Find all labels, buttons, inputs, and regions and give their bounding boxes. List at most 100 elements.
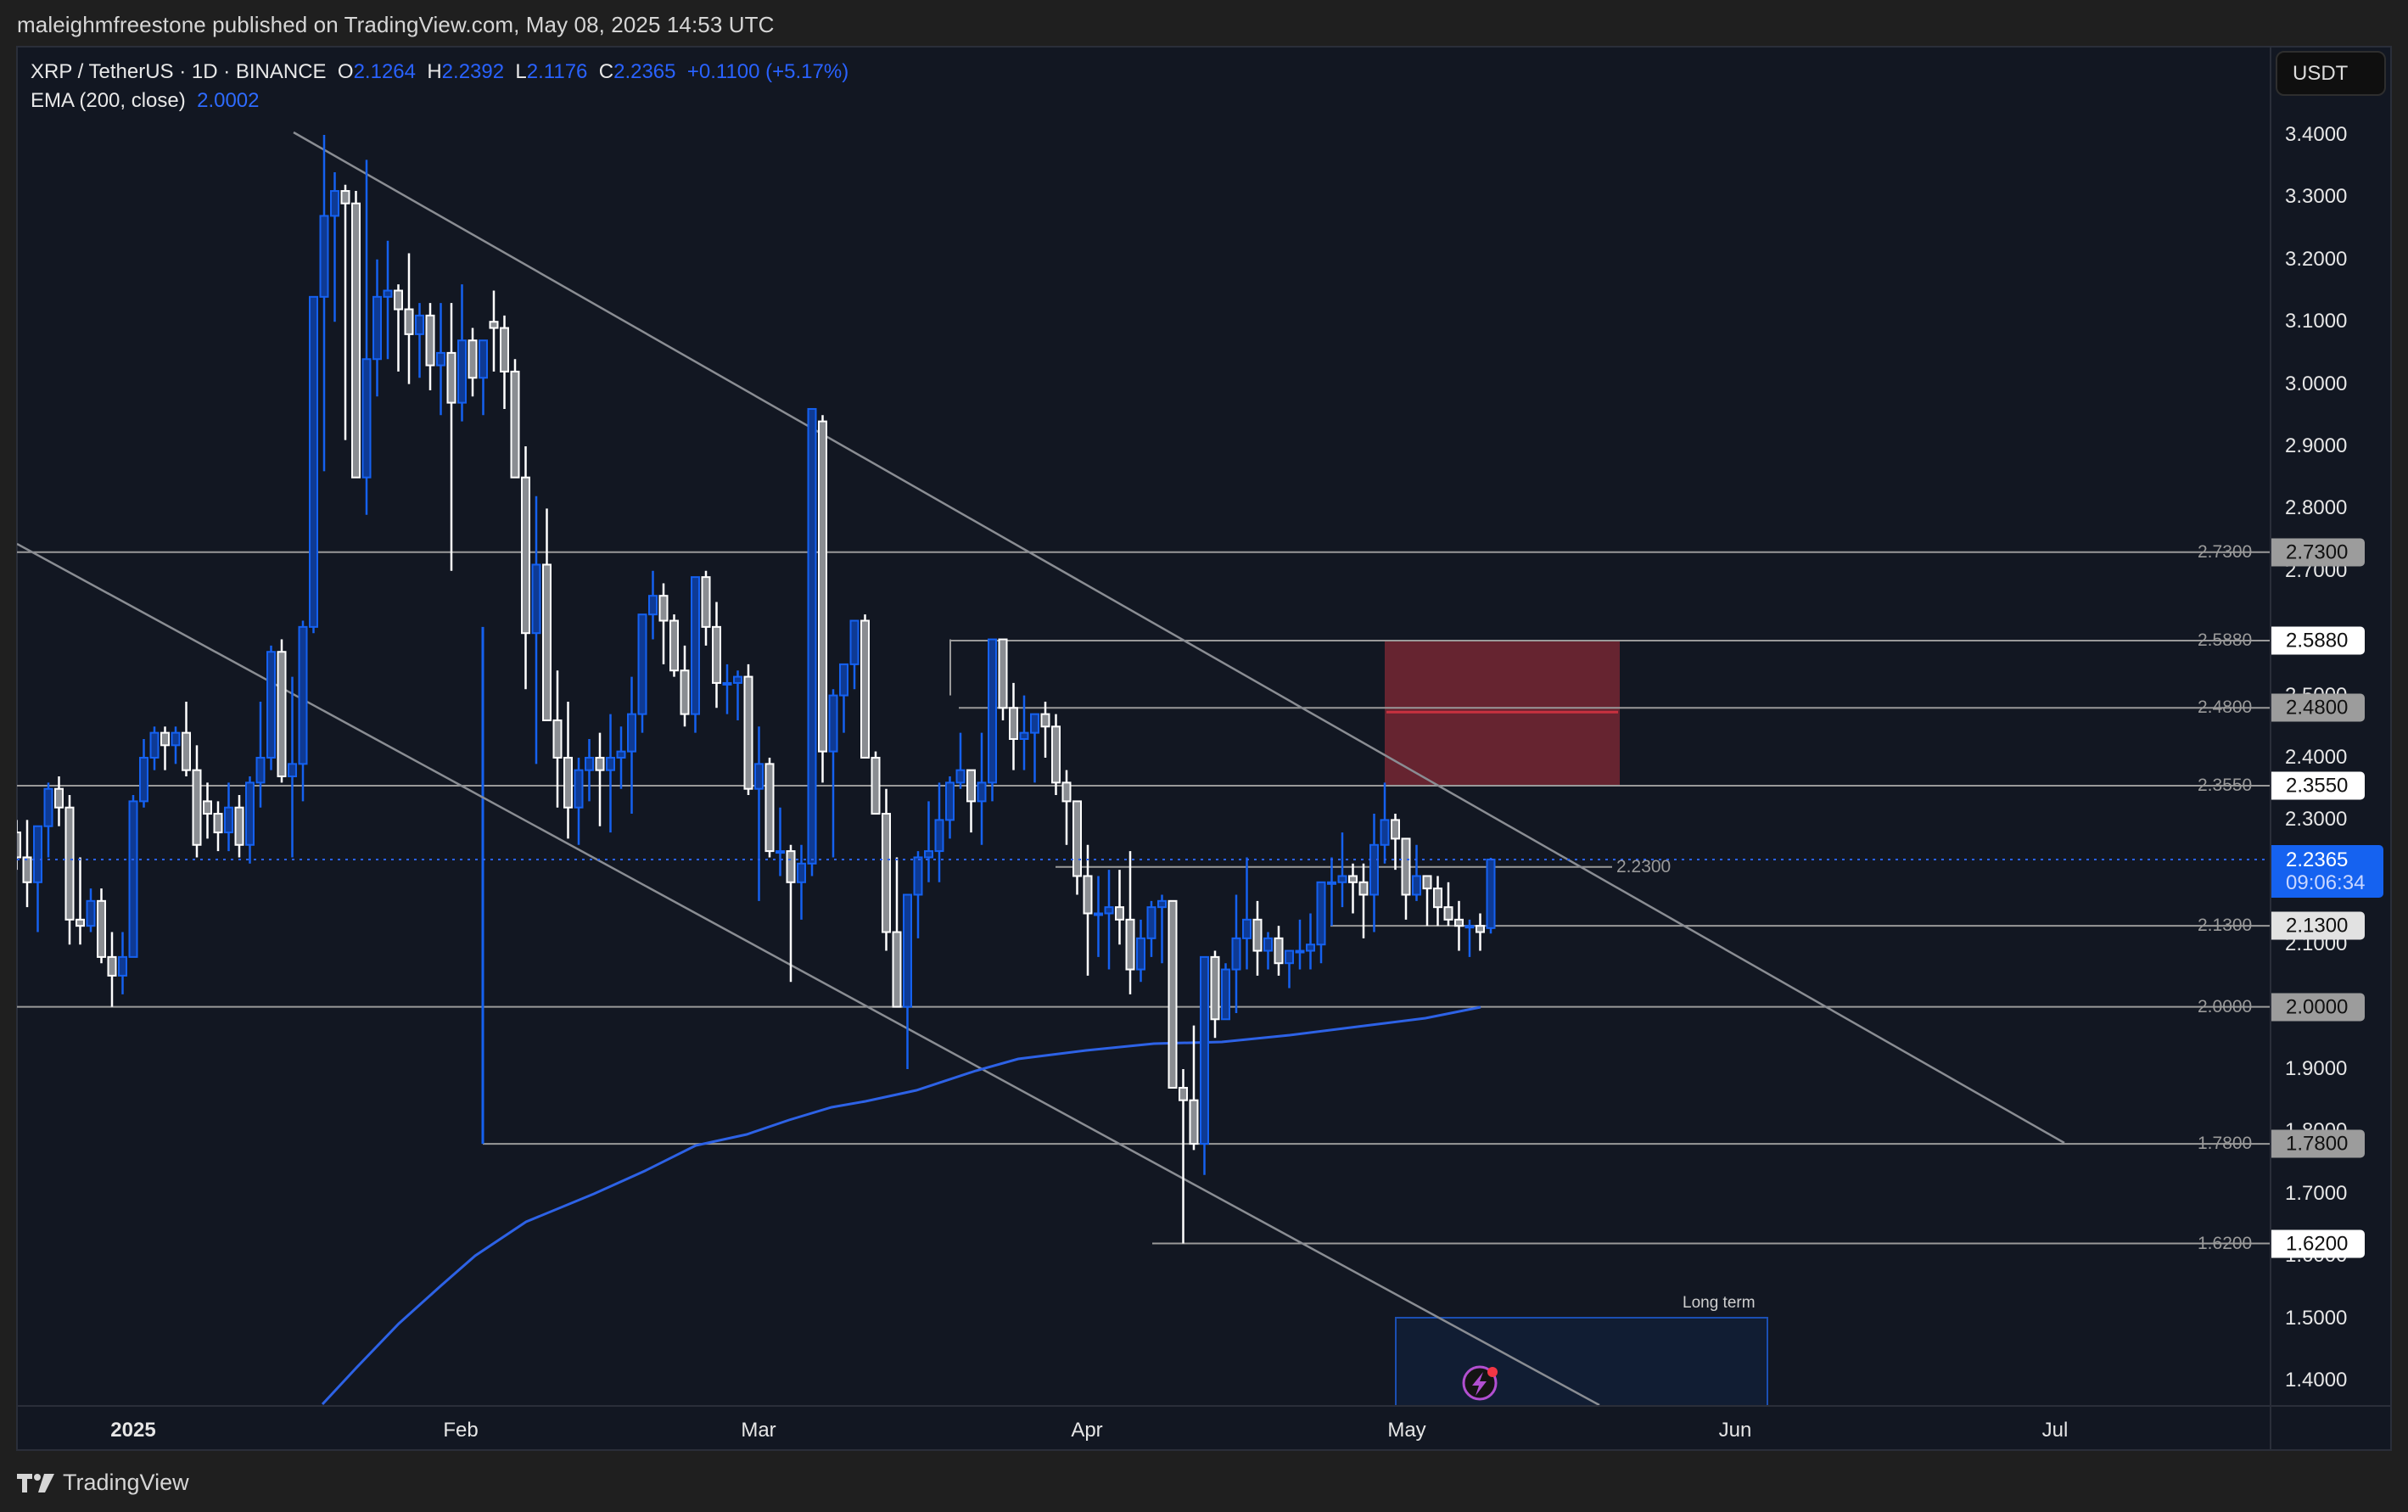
candle-up <box>627 713 636 753</box>
candle-down <box>966 769 976 803</box>
time-axis-label: Jun <box>1718 1419 1752 1442</box>
candles-layer <box>17 135 1496 1244</box>
candle-down <box>563 757 573 809</box>
candle-down <box>860 619 870 759</box>
candle-down <box>404 308 414 335</box>
candle-up <box>1104 906 1114 915</box>
candle-up <box>1285 949 1294 965</box>
candle-down <box>701 576 711 628</box>
chart-frame <box>16 46 2392 1451</box>
tradingview-logo[interactable]: TradingView <box>17 1470 189 1496</box>
current-price-tag[interactable]: 2.2365 09:06:34 <box>2271 845 2383 898</box>
level-price-tag[interactable]: 1.7800 <box>2271 1129 2365 1158</box>
candle-down <box>552 719 563 759</box>
candle-up <box>691 576 700 715</box>
level-line-label: 2.7300 <box>2198 541 2253 562</box>
long-term-box <box>1395 1317 1768 1405</box>
candle-up <box>43 787 53 827</box>
current-price-value: 2.2365 <box>2286 848 2349 871</box>
candle-up <box>330 190 339 217</box>
price-tick-label: 3.0000 <box>2285 372 2348 395</box>
candle-down <box>107 955 117 977</box>
level-price-tag[interactable]: 2.4800 <box>2271 693 2365 722</box>
time-axis-label: Feb <box>443 1419 479 1442</box>
candle-up <box>1019 731 1029 740</box>
candle-down <box>1476 925 1485 933</box>
candle-down <box>818 420 827 753</box>
brand-name: TradingView <box>63 1470 189 1495</box>
candle-down <box>510 370 520 479</box>
candle-up <box>436 351 445 367</box>
candle-down <box>1391 819 1400 840</box>
level-price-tag[interactable]: 2.0000 <box>2271 993 2365 1022</box>
candle-up <box>479 339 488 379</box>
chart-legend: XRP / TetherUS · 1D · BINANCE O2.1264 H2… <box>31 58 848 115</box>
candle-up <box>1316 881 1326 946</box>
candle-up <box>1380 819 1390 846</box>
candle-down <box>1061 781 1072 803</box>
bar-countdown: 09:06:34 <box>2286 871 2366 894</box>
candle-down <box>1115 906 1124 921</box>
candle-up <box>1369 843 1379 896</box>
candle-down <box>97 899 106 958</box>
candle-down <box>871 757 881 815</box>
time-axis-label: 2025 <box>110 1419 156 1442</box>
candle-down <box>1443 906 1453 921</box>
candle-down <box>489 321 499 329</box>
candle-down <box>394 289 403 311</box>
level-price-tag[interactable]: 1.6200 <box>2271 1229 2365 1258</box>
time-axis[interactable] <box>17 1405 2270 1450</box>
candle-down <box>1454 918 1464 927</box>
candle-up <box>585 757 594 771</box>
candle-down <box>468 339 478 379</box>
close-value: 2.2365 <box>613 60 676 83</box>
level-line-label: 2.3550 <box>2198 776 2253 796</box>
level-price-tag[interactable]: 2.7300 <box>2271 538 2365 567</box>
candle-up <box>1337 875 1347 883</box>
candle-up <box>849 619 860 665</box>
candle-up <box>1306 944 1315 952</box>
candle-down <box>22 856 32 883</box>
candle-up <box>1136 937 1145 971</box>
candle-down <box>764 763 775 853</box>
candle-down <box>1252 918 1263 952</box>
candle-down <box>64 806 75 921</box>
candle-down <box>595 757 605 771</box>
level-line-label: 2.0000 <box>2198 996 2253 1016</box>
candle-down <box>17 832 21 859</box>
candle-up <box>1242 918 1252 939</box>
candle-up <box>415 314 424 335</box>
candle-up <box>224 806 233 834</box>
candle-down <box>542 563 552 721</box>
candle-up <box>1200 955 1209 1145</box>
candle-down <box>1051 725 1061 784</box>
candle-down <box>1274 937 1284 965</box>
low-value: 2.1176 <box>526 60 588 83</box>
candle-down <box>213 813 223 834</box>
level-price-tag[interactable]: 2.1300 <box>2271 911 2365 940</box>
time-axis-label: Mar <box>741 1419 776 1442</box>
symbol-title[interactable]: XRP / TetherUS · 1D · BINANCE <box>31 60 327 83</box>
candle-up <box>616 750 626 759</box>
candle-up <box>722 681 732 686</box>
indicator-title[interactable]: EMA (200, close) <box>31 89 186 112</box>
candle-up <box>33 825 42 883</box>
currency-button[interactable]: USDT <box>2276 51 2386 96</box>
candle-up <box>298 625 308 765</box>
level-price-tag[interactable]: 2.5880 <box>2271 626 2365 655</box>
candle-down <box>658 595 669 622</box>
time-axis-label: May <box>1387 1419 1426 1442</box>
price-axis[interactable] <box>2270 47 2391 1405</box>
candle-up <box>1157 899 1167 909</box>
ema-200-line <box>321 1005 1481 1405</box>
candle-up <box>383 289 393 298</box>
axis-corner <box>2270 1405 2391 1450</box>
candle-up <box>934 819 944 853</box>
level-price-tag[interactable]: 2.3550 <box>2271 771 2365 800</box>
alert-lightning-icon <box>1462 1365 1498 1401</box>
price-tick-label: 1.9000 <box>2285 1057 2348 1080</box>
price-tick-label: 1.7000 <box>2285 1181 2348 1205</box>
ema-line-layer <box>321 1005 1481 1405</box>
candle-down <box>1072 800 1082 877</box>
